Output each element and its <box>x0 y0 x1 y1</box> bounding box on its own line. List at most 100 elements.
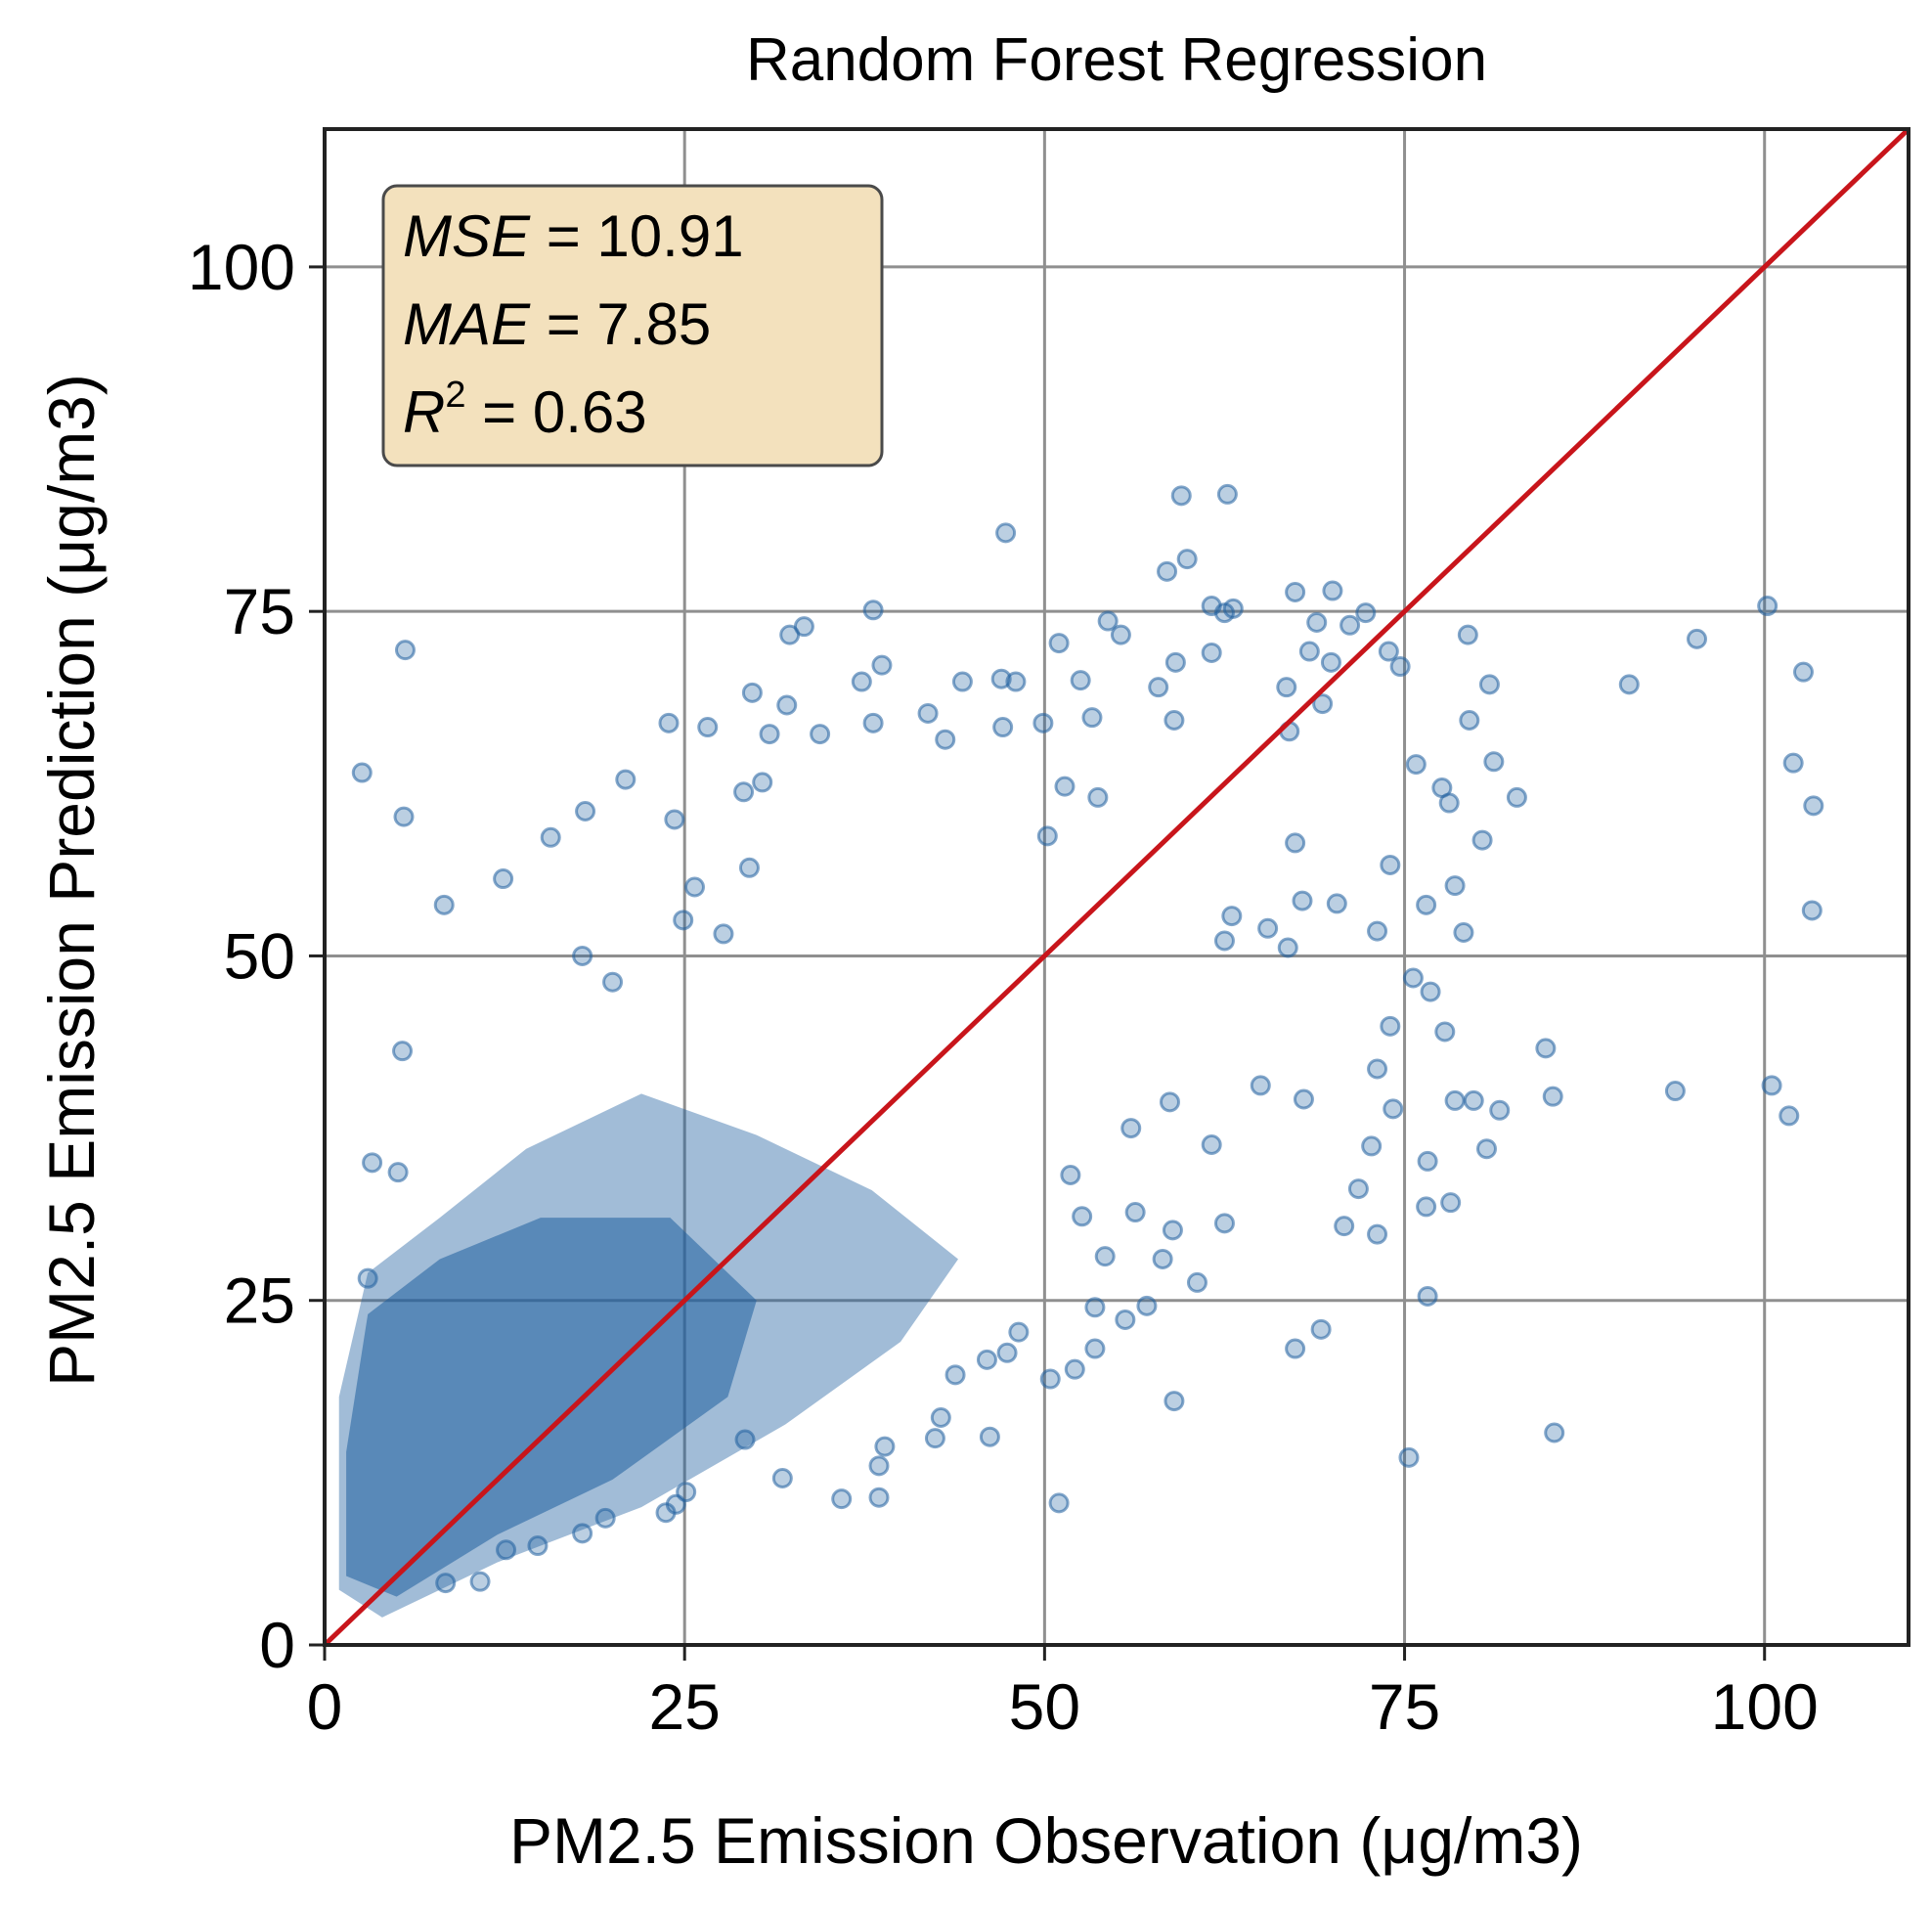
scatter-point <box>1478 674 1500 695</box>
scatter-point <box>1222 598 1244 619</box>
scatter-point <box>917 702 939 724</box>
scatter-point <box>1378 641 1399 662</box>
scatter-point <box>868 1487 890 1508</box>
scatter-point <box>1277 937 1298 958</box>
scatter-point <box>351 762 373 783</box>
scatter-point <box>1285 1338 1306 1359</box>
scatter-point <box>1367 1058 1388 1080</box>
scatter-point <box>1201 1134 1222 1155</box>
scatter-point <box>851 671 872 692</box>
scatter-point <box>433 894 455 915</box>
scatter-point <box>1420 981 1441 1002</box>
scatter-point <box>493 868 514 890</box>
y-tick-label: 50 <box>224 919 295 992</box>
scatter-point <box>1124 1202 1146 1223</box>
dense-cloud-core <box>346 1218 757 1597</box>
x-tick-label: 50 <box>1009 1670 1080 1743</box>
scatter-point <box>771 1468 793 1488</box>
scatter-point <box>1148 677 1169 698</box>
scatter-point <box>1008 1321 1030 1343</box>
scatter-point <box>1380 1015 1401 1037</box>
scatter-point <box>862 712 884 733</box>
scatter-point <box>1326 893 1347 914</box>
y-tick-label: 0 <box>259 1609 295 1681</box>
scatter-point <box>1761 1075 1782 1096</box>
scatter-point <box>1213 930 1235 952</box>
scatter-point <box>1778 1105 1800 1127</box>
scatter-point <box>793 616 814 638</box>
scatter-point <box>1164 651 1186 673</box>
scatter-point <box>1306 611 1328 633</box>
scatter-point <box>1444 875 1466 897</box>
scatter-point <box>1542 1086 1563 1107</box>
scatter-point <box>1453 922 1474 943</box>
scatter-point <box>658 712 680 733</box>
scatter-point <box>733 781 755 803</box>
scatter-point <box>1803 795 1824 817</box>
scatter-point <box>572 1523 593 1544</box>
scatter-point <box>831 1488 853 1510</box>
scatter-point <box>1081 707 1103 729</box>
scatter-point <box>1440 1192 1462 1214</box>
stat-mae: MAE = 7.85 <box>403 291 711 357</box>
scatter-point <box>995 522 1017 544</box>
scatter-point <box>1084 1338 1106 1359</box>
y-tick-label: 25 <box>224 1265 295 1337</box>
scatter-point <box>1060 1165 1081 1185</box>
scatter-point <box>1115 1309 1136 1330</box>
scatter-point <box>1048 1492 1070 1514</box>
scatter-point <box>664 809 685 830</box>
scatter-point <box>1285 832 1306 854</box>
scatter-point <box>1285 581 1306 602</box>
scatter-point <box>759 724 780 745</box>
scatter-point <box>1405 754 1427 776</box>
scatter-point <box>496 1539 517 1561</box>
scatter-point <box>392 1041 414 1062</box>
x-tick-label: 75 <box>1369 1670 1440 1743</box>
scatter-point <box>1416 894 1437 915</box>
scatter-point <box>996 1342 1018 1363</box>
scatter-point <box>874 1436 896 1457</box>
x-tick-label: 25 <box>648 1670 720 1743</box>
scatter-point <box>1506 786 1527 808</box>
scatter-point <box>1459 710 1480 731</box>
scatter-point <box>1361 1135 1383 1157</box>
scatter-point <box>683 876 705 898</box>
scatter-point <box>979 1426 1000 1447</box>
scatter-point <box>1036 825 1058 847</box>
scatter-point <box>1157 560 1178 582</box>
scatter-point <box>1322 580 1343 601</box>
scatter-point <box>935 729 956 750</box>
scatter-point <box>1298 641 1320 662</box>
stat-mse: MSE = 10.91 <box>403 203 744 269</box>
scatter-point <box>1005 671 1027 692</box>
scatter-point <box>1339 614 1361 636</box>
stats-box-background <box>381 184 884 467</box>
scatter-point <box>1535 1038 1557 1059</box>
scatter-point <box>1310 1318 1332 1340</box>
scatter-point <box>1072 1206 1093 1227</box>
scatter-point <box>1221 906 1243 927</box>
scatter-point <box>469 1571 491 1592</box>
scatter-point <box>1402 967 1424 989</box>
scatter-point <box>1757 596 1778 617</box>
scatter-point <box>1398 1446 1420 1468</box>
scatter-point <box>594 1507 616 1529</box>
scatter-point <box>924 1428 945 1449</box>
x-tick-label: 0 <box>307 1670 343 1743</box>
scatter-point <box>810 724 831 745</box>
y-axis-ticks: 0 25 50 75 100 <box>188 231 325 1681</box>
scatter-point <box>1201 642 1222 663</box>
scatter-point <box>1136 1295 1158 1316</box>
scatter-point <box>1664 1081 1686 1102</box>
scatter-point <box>1039 1368 1061 1390</box>
scatter-point <box>1417 1150 1438 1172</box>
scatter-point <box>738 857 760 878</box>
scatter-point <box>1444 1089 1466 1111</box>
scatter-point <box>1312 693 1334 715</box>
scatter-point <box>1544 1422 1565 1443</box>
scatter-point <box>540 826 561 848</box>
scatter-point <box>1367 920 1388 942</box>
scatter-point <box>1120 1118 1142 1139</box>
